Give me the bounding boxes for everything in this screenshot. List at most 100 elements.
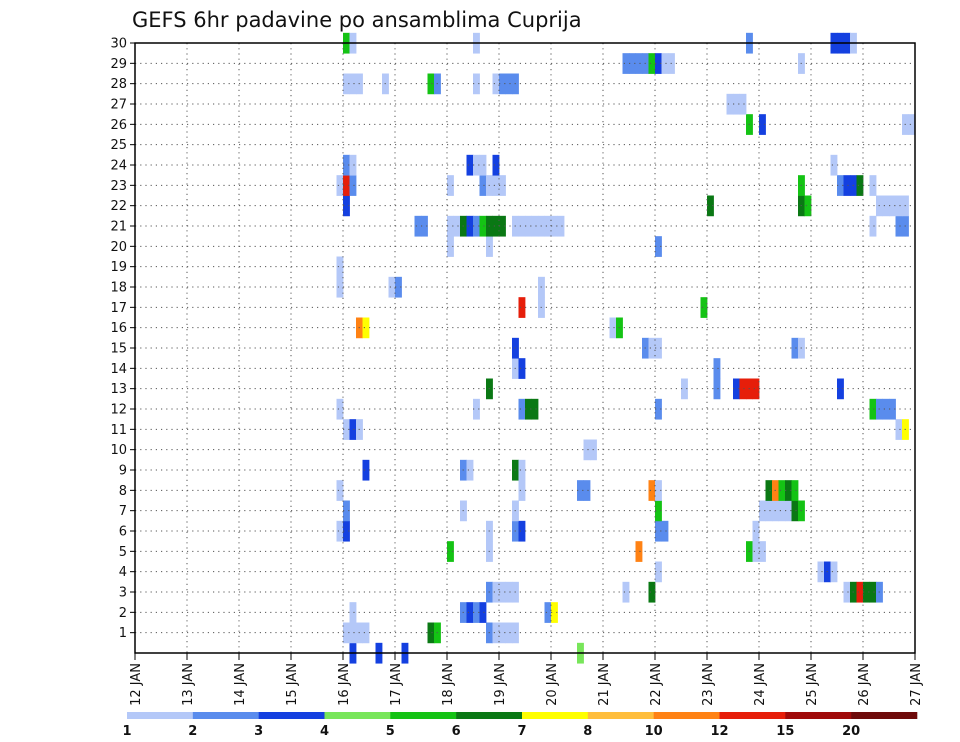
legend-label: 8 [583, 724, 592, 739]
heatmap-cell [661, 53, 669, 74]
x-tick-label: 19 JAN [493, 663, 508, 706]
legend-label: 15 [776, 724, 794, 739]
heatmap-cell [759, 541, 766, 562]
heatmap-cell [518, 398, 526, 420]
heatmap-cell [869, 175, 877, 196]
heatmap-cell [492, 175, 500, 196]
heatmap-cell [466, 154, 474, 176]
heatmap-cell [856, 175, 864, 196]
heatmap-cell [453, 215, 461, 237]
heatmap-cell [388, 276, 396, 298]
legend-swatch [127, 712, 194, 719]
heatmap-cell [648, 53, 656, 74]
heatmap-cell [733, 93, 740, 115]
x-tick-label: 12 JAN [129, 663, 144, 706]
heatmap-cell [785, 500, 792, 522]
y-tick-label: 14 [110, 362, 127, 377]
heatmap-cell [466, 459, 474, 481]
heatmap-cell [791, 337, 799, 359]
heatmap-cell [655, 236, 662, 257]
heatmap-cell [622, 581, 630, 603]
legend-label: 3 [254, 724, 263, 739]
heatmap-cell [499, 175, 506, 196]
y-tick-label: 20 [110, 240, 127, 255]
heatmap-cell [518, 520, 526, 542]
heatmap-cell [343, 195, 350, 217]
heatmap-cell [414, 215, 422, 237]
heatmap-cell [531, 398, 539, 420]
heatmap-cell [544, 602, 552, 623]
heatmap-cell [700, 297, 708, 318]
heatmap-cell [655, 480, 662, 501]
y-tick-label: 11 [110, 423, 127, 438]
heatmap-cell [518, 459, 526, 481]
y-tick-label: 8 [119, 484, 127, 499]
y-tick-label: 6 [119, 525, 127, 540]
heatmap-cell [492, 154, 500, 176]
y-tick-label: 19 [110, 260, 127, 275]
y-tick-label: 3 [119, 586, 127, 601]
heatmap-cell [479, 215, 487, 237]
heatmap-cell [518, 215, 526, 237]
legend-label: 5 [386, 724, 395, 739]
heatmap-cell [518, 297, 526, 318]
heatmap-cell [473, 154, 480, 176]
legend-swatch [324, 712, 391, 719]
heatmap-cell [492, 581, 500, 603]
heatmap-cell [648, 480, 656, 501]
y-tick-label: 27 [110, 98, 127, 113]
heatmap-cell [499, 622, 506, 644]
heatmap-cell [759, 114, 766, 135]
heatmap-cell [629, 53, 636, 74]
heatmap-cell [791, 480, 799, 501]
heatmap-cell [895, 215, 903, 237]
heatmap-cell [473, 73, 480, 95]
heatmap-cell [765, 480, 773, 501]
heatmap-cell [551, 215, 558, 237]
heatmap-cell [739, 378, 747, 400]
heatmap-cell [869, 581, 877, 603]
heatmap-cell [479, 175, 487, 196]
heatmap-cell [343, 419, 350, 440]
x-tick-label: 17 JAN [389, 663, 404, 706]
heatmap-cell [525, 398, 532, 420]
heatmap-cell [427, 73, 435, 95]
heatmap-cell [681, 378, 688, 400]
legend-label: 6 [452, 724, 461, 739]
heatmap-cell [707, 195, 714, 217]
legend-swatch [719, 712, 786, 719]
y-tick-label: 18 [110, 281, 127, 296]
heatmap-cell [837, 175, 844, 196]
y-tick-label: 23 [110, 179, 127, 194]
legend-swatch [851, 712, 918, 719]
heatmap-cell [830, 154, 838, 176]
heatmap-cell [421, 215, 428, 237]
heatmap-cell [473, 215, 480, 237]
heatmap-cell [336, 175, 344, 196]
x-tick-label: 20 JAN [545, 663, 560, 706]
x-tick-label: 23 JAN [701, 663, 716, 706]
heatmap-cell [447, 175, 454, 196]
heatmap-cell [336, 398, 344, 420]
heatmap-cell [349, 622, 357, 644]
y-tick-label: 13 [110, 382, 127, 397]
y-tick-label: 28 [110, 77, 127, 92]
legend-swatch [456, 712, 523, 719]
heatmap-cell [577, 480, 584, 501]
heatmap-cell [492, 622, 500, 644]
heatmap-cell [349, 73, 357, 95]
legend-label: 4 [320, 724, 329, 739]
heatmap-cell [336, 520, 344, 542]
heatmap-cell [336, 480, 344, 501]
chart-title: GEFS 6hr padavine po ansamblima Cuprija [132, 8, 582, 32]
heatmap-cell [362, 459, 370, 481]
color-legend: 1 2 3 4 5 6 7 8 10 12 15 20 [122, 712, 918, 739]
heatmap-cell [427, 622, 435, 644]
y-tick-label: 22 [110, 199, 127, 214]
heatmap-cell [544, 215, 552, 237]
heatmap-cell [752, 520, 760, 542]
heatmap-cell [362, 622, 370, 644]
heatmap-cells [336, 32, 916, 664]
y-tick-label: 5 [119, 545, 127, 560]
y-tick-label: 10 [110, 443, 127, 458]
